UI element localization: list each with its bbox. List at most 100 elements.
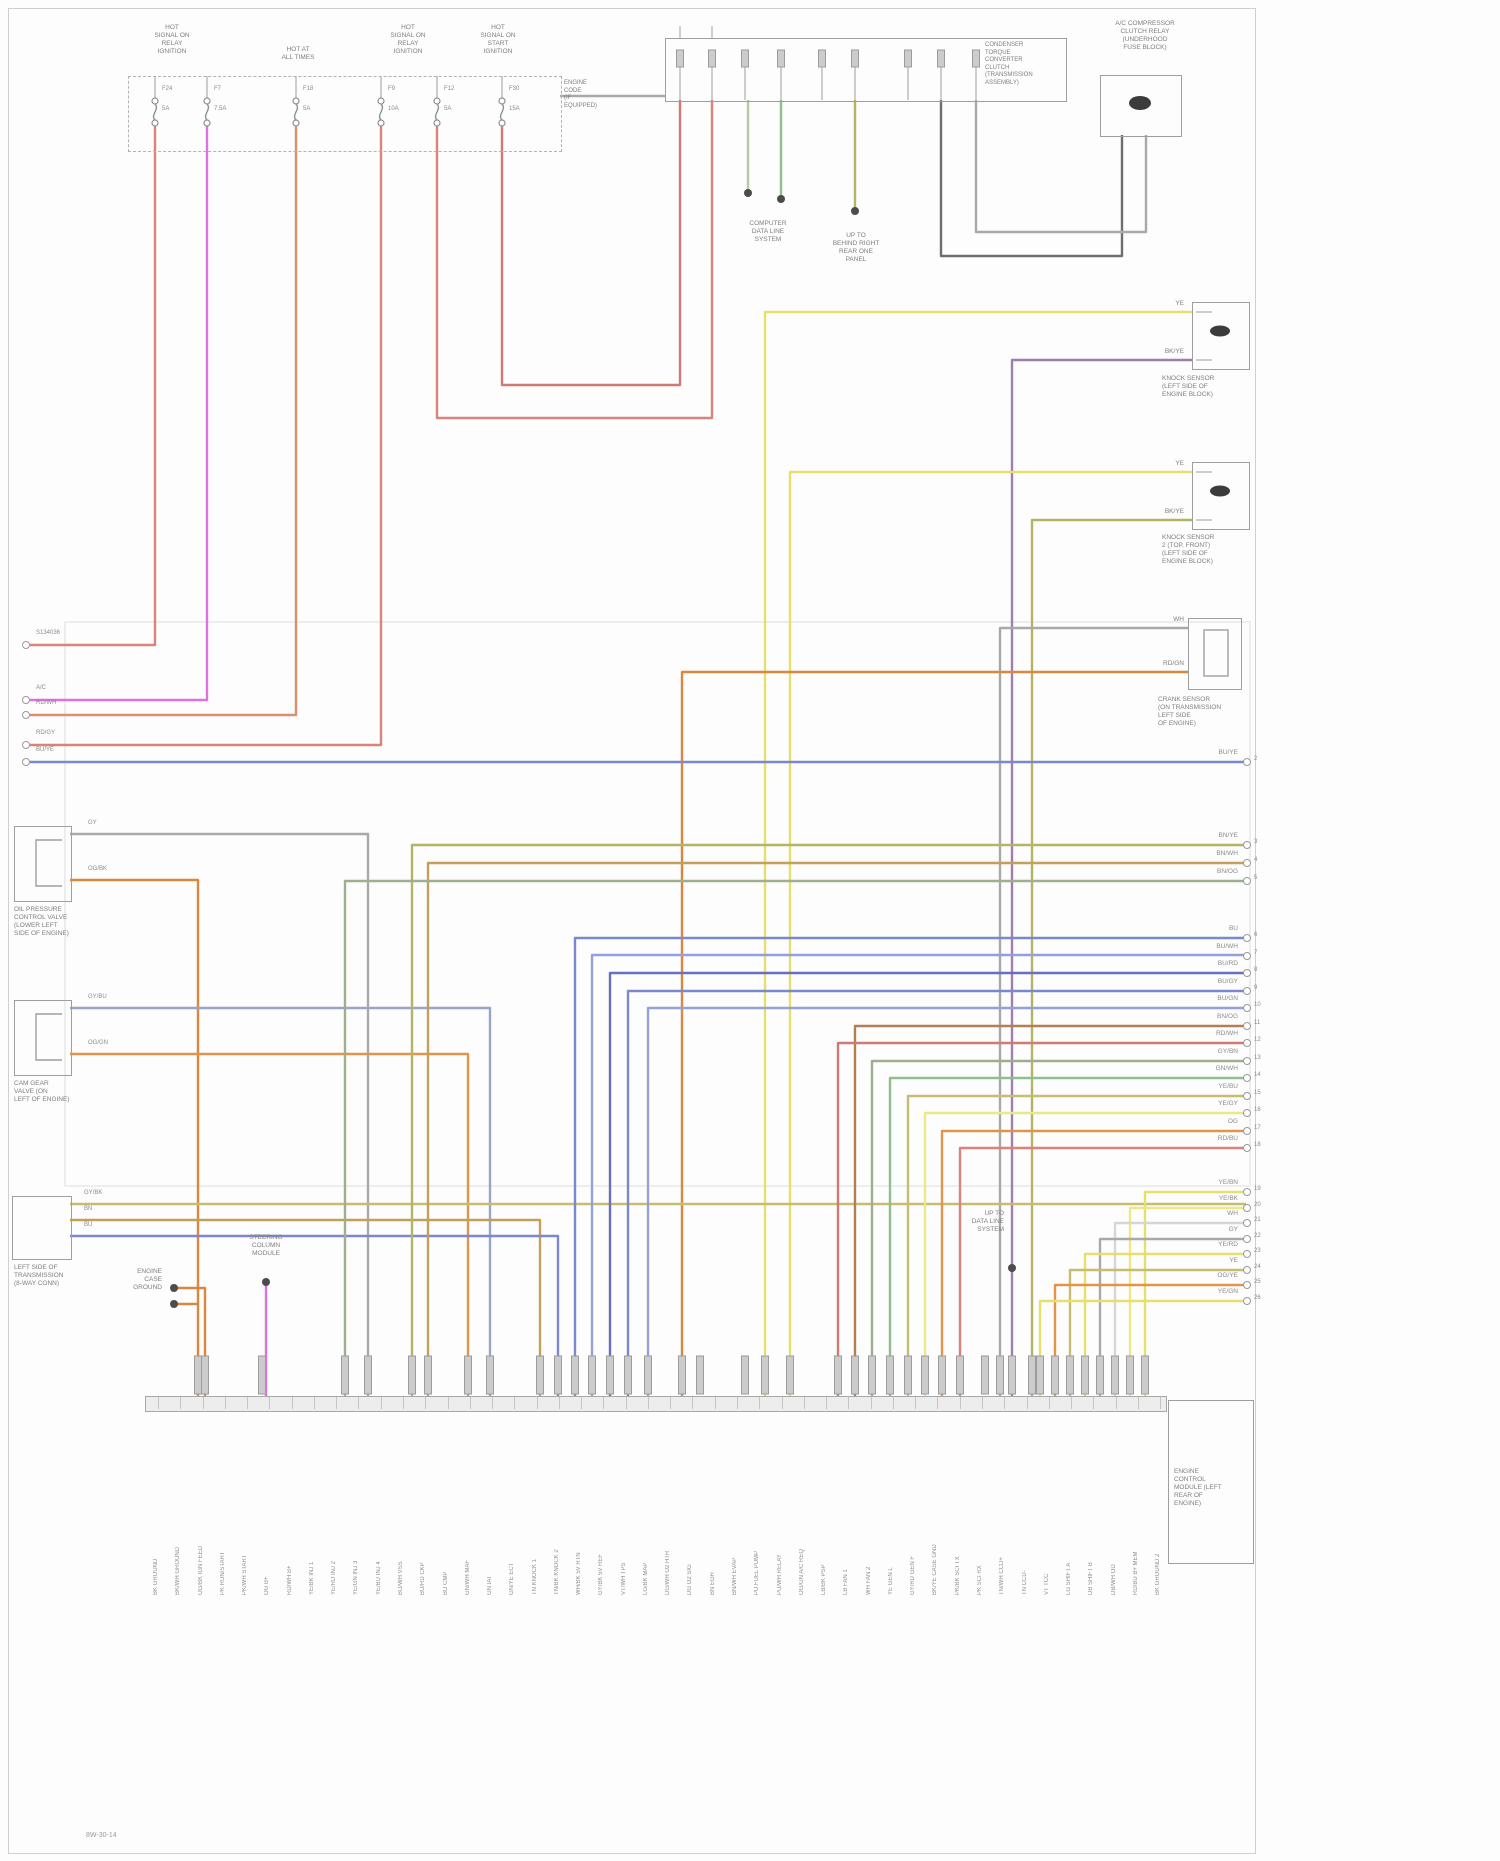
wire-code: BU xyxy=(84,1222,93,1228)
ecm-connector-bar xyxy=(145,1396,1167,1412)
wire-code: OG/GN xyxy=(88,1040,109,1046)
terminal-pin xyxy=(1243,1250,1251,1258)
connector-tick xyxy=(892,1397,894,1409)
connector-pin-label: VT/WH TPS xyxy=(620,1562,627,1595)
connector-pin-label: OG B+ xyxy=(264,1576,271,1595)
connector-tick xyxy=(692,1397,694,1409)
pin-number: 11 xyxy=(1254,1019,1261,1026)
connector-pin-label: OG/GN A/C REQ xyxy=(798,1548,805,1595)
connector-pin-label: WH/BK 5V RTN xyxy=(576,1552,583,1595)
connector-pin-label: PK SCI RX xyxy=(976,1565,983,1595)
pin-number: 9 xyxy=(1254,984,1258,991)
pin-number: 24 xyxy=(1254,1263,1261,1270)
wire-code: YE/RD xyxy=(1218,1241,1238,1248)
crank-sensor-icon xyxy=(1203,629,1229,677)
wire-code: BU/GY xyxy=(1217,977,1238,985)
pin-number: 15 xyxy=(1254,1089,1261,1096)
pin-number: 21 xyxy=(1254,1217,1261,1223)
fuse-terminal xyxy=(498,119,506,127)
wire-code: BU/WH xyxy=(1216,942,1238,950)
pin-number: 8 xyxy=(1254,967,1258,973)
connector-pin-stub xyxy=(1028,1355,1036,1395)
connector-pin-label: BU CMP xyxy=(442,1571,449,1595)
column-module-label: STEERING COLUMN MODULE xyxy=(249,1234,283,1257)
connector-pin-label: GN IAT xyxy=(487,1575,494,1595)
fuse-terminal xyxy=(377,119,385,127)
connector-tick xyxy=(803,1397,805,1409)
wire-code: BN/OG xyxy=(1217,868,1238,875)
transmission-connector-box xyxy=(12,1196,72,1260)
wire-code: OG/BK xyxy=(88,866,108,872)
connector-pin-stub xyxy=(1066,1355,1074,1395)
connector-tick xyxy=(759,1397,761,1409)
connector-tick xyxy=(959,1397,961,1409)
connector-pin-label: BN EGR xyxy=(709,1571,716,1595)
connector-tick xyxy=(625,1397,627,1409)
connector-tick xyxy=(915,1397,917,1409)
connector-pin-stub xyxy=(1081,1355,1089,1395)
fuse-code: F12 xyxy=(444,86,455,92)
connector-tick xyxy=(558,1397,560,1409)
fuse-amp: 5A xyxy=(444,106,452,112)
wire-code: BN/YE xyxy=(1218,832,1238,839)
pin-number: 18 xyxy=(1254,1142,1261,1148)
connector-pin-stub xyxy=(1126,1355,1134,1395)
connector-pin-stub xyxy=(644,1355,652,1395)
connector-tick xyxy=(714,1397,716,1409)
fuse-element xyxy=(293,103,299,121)
connector-pin-stub xyxy=(201,1355,209,1395)
connector-pin-stub xyxy=(341,1355,349,1395)
wire-code: YE xyxy=(1175,300,1184,307)
wire-code: BK/YE xyxy=(1164,348,1184,355)
pin-number: 26 xyxy=(1254,1294,1261,1301)
connector-pin-stub xyxy=(996,1355,1004,1395)
knock-sensor-2-label: KNOCK SENSOR 2 (TOP, FRONT) (LEFT SIDE O… xyxy=(1162,534,1215,565)
wire-code: BU xyxy=(1228,925,1238,932)
connector-tick xyxy=(291,1397,293,1409)
top-connector-wires xyxy=(679,26,1148,258)
fuse-element xyxy=(378,103,384,121)
connector-pin-label: BK GROUND 2 xyxy=(1155,1553,1162,1595)
fuse-amp: 7.5A xyxy=(214,106,227,112)
connector-pin-label: DB/WH OD xyxy=(1110,1564,1117,1595)
terminal-pin xyxy=(1243,1074,1251,1082)
connector-pin-label: VT TCC xyxy=(1043,1573,1050,1595)
connector-pin-label: YE/BK INJ 1 xyxy=(308,1561,315,1595)
engine-harness-connector-box xyxy=(665,38,1067,102)
connector-tick xyxy=(981,1397,983,1409)
fuse-element xyxy=(204,103,210,121)
wire-code: BN/WH xyxy=(1216,850,1238,857)
connector-pin-label: YE/BU INJ 4 xyxy=(375,1561,382,1595)
terminal-pin xyxy=(1243,1056,1251,1065)
pin-number: 10 xyxy=(1254,1002,1261,1008)
edge-pin xyxy=(22,758,30,766)
terminal-pin xyxy=(1243,1126,1251,1135)
connector-tick xyxy=(603,1397,605,1409)
connector-pin-stub xyxy=(571,1355,579,1395)
connector-pin-stub xyxy=(194,1355,202,1395)
sensor-wires xyxy=(30,310,1246,1396)
splice-dots xyxy=(170,189,1016,1308)
connector-tick xyxy=(1048,1397,1050,1409)
pin-number: 19 xyxy=(1254,1186,1261,1192)
connector-pin-stub xyxy=(408,1355,416,1395)
connector-tick xyxy=(269,1397,271,1409)
connector-pin-label: RD/WH B+ xyxy=(286,1565,293,1595)
terminal-pin xyxy=(1243,1021,1251,1030)
connector-pin-label: OG/BK IGN FEED xyxy=(197,1545,204,1595)
pin-number: 4 xyxy=(1254,857,1258,863)
transmission-connector-label: LEFT SIDE OF TRANSMISSION (8-WAY CONN) xyxy=(14,1264,64,1287)
knock-sensor-1-label: KNOCK SENSOR (LEFT SIDE OF ENGINE BLOCK) xyxy=(1162,375,1215,398)
connector-pin-stub xyxy=(1141,1355,1149,1395)
connector-tick xyxy=(1071,1397,1073,1409)
pin-number: 2 xyxy=(1254,756,1258,762)
connector-pin-label: PK/BK SCI TX xyxy=(954,1556,961,1595)
connector-tick xyxy=(1026,1397,1028,1409)
pin-number: 3 xyxy=(1254,839,1258,845)
connector-pin-label: TN/WH CCD+ xyxy=(999,1557,1006,1595)
connector-pin-stub xyxy=(741,1355,749,1395)
connector-pin-label: GY/BK 5V REF xyxy=(598,1553,605,1595)
cam-valve-icon xyxy=(35,1013,62,1061)
connector-pin-label: TN KNOCK 1 xyxy=(531,1558,538,1595)
connector-pin-label: BU/RD CKP xyxy=(420,1562,427,1595)
